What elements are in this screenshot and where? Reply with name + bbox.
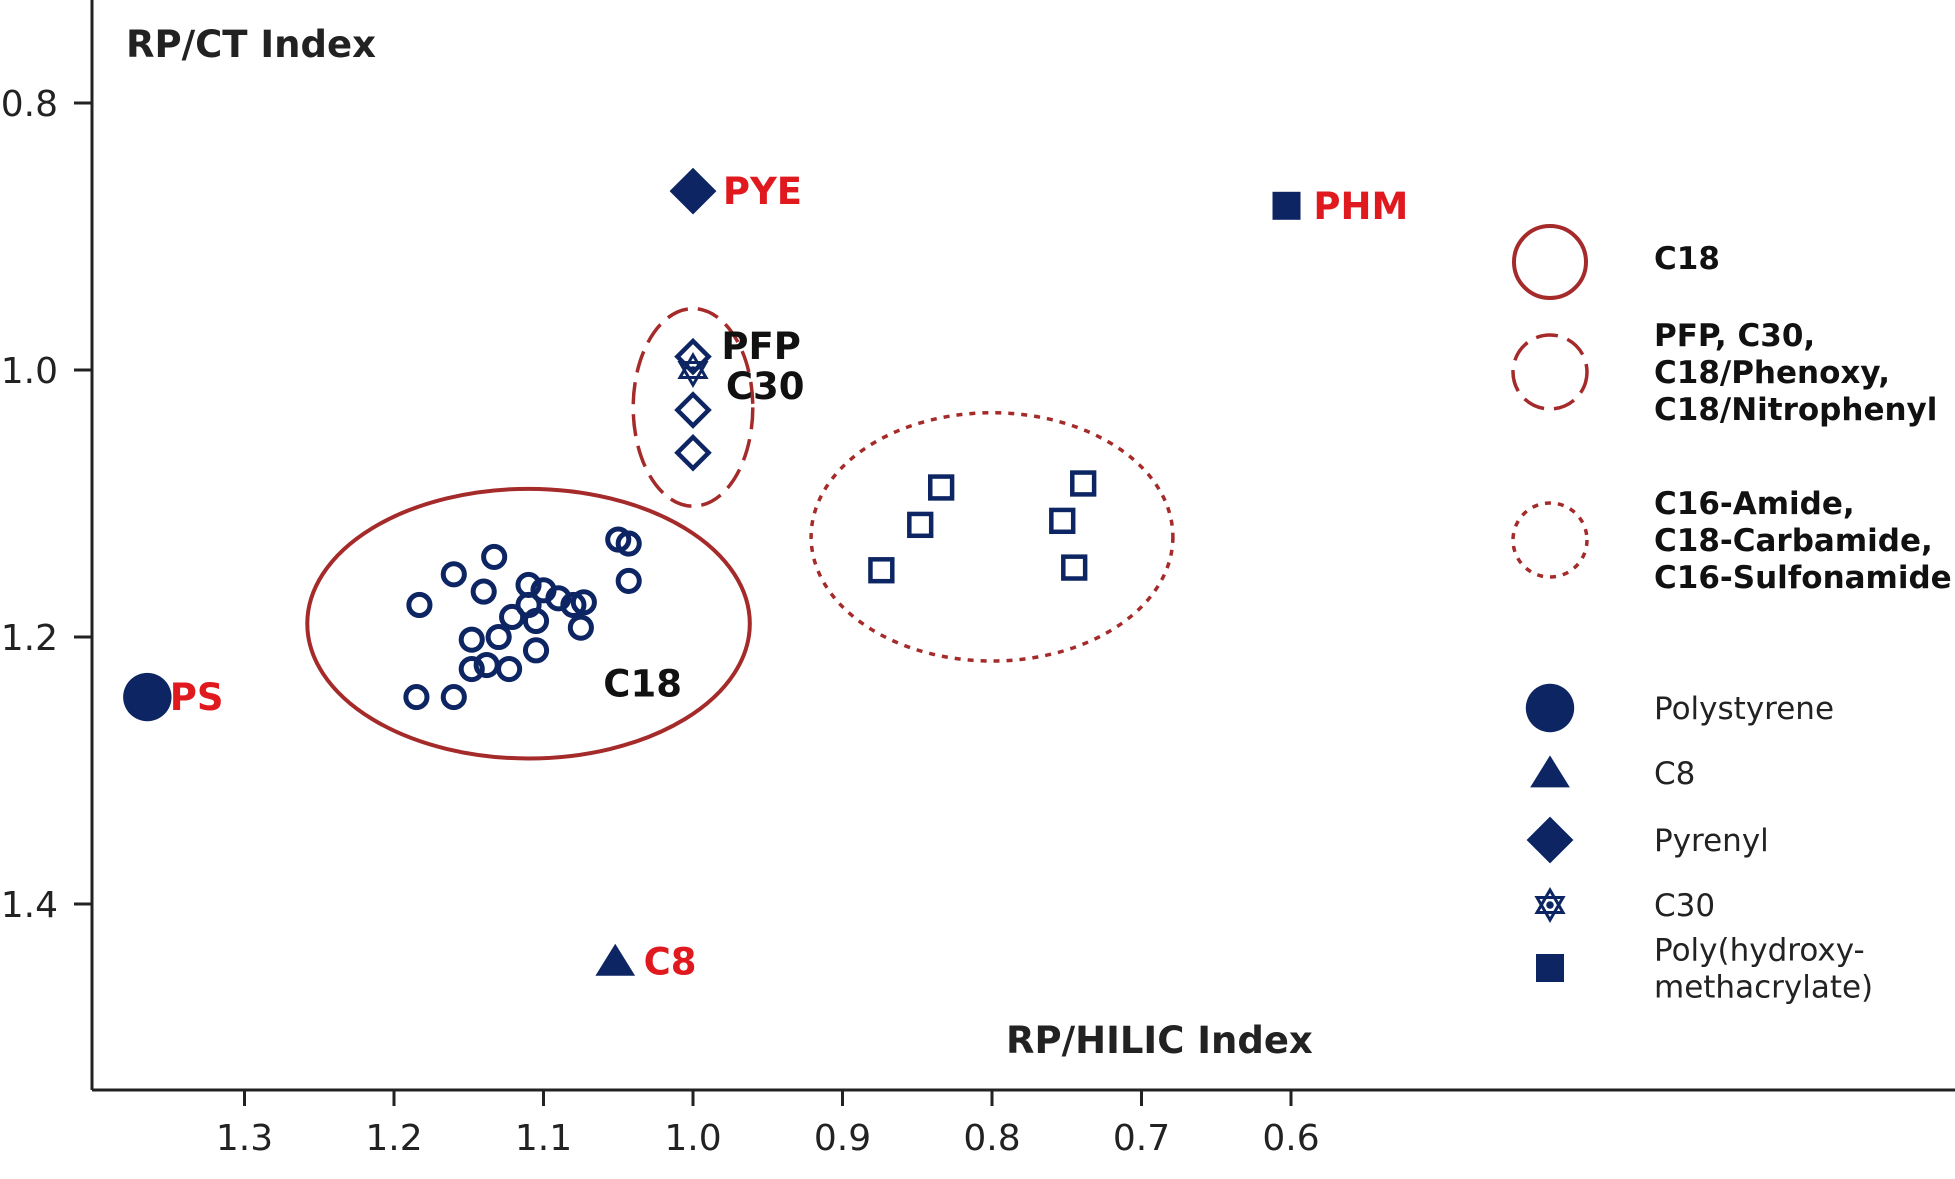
- legend-item-c16-amide-c18-carbamide-c16-sulfonamide: C16-Amide,C18-Carbamide,C16-Sulfonamide: [1511, 486, 1952, 596]
- annotation-ps: PS: [170, 676, 224, 719]
- legend-label: methacrylate): [1654, 970, 1873, 1006]
- data-point: [499, 603, 526, 631]
- data-point: [485, 623, 512, 651]
- data-point: [560, 591, 587, 619]
- data-point: [674, 337, 712, 376]
- annotation-phm: PHM: [1313, 185, 1408, 228]
- legend-label: C18/Nitrophenyl: [1654, 392, 1937, 428]
- data-point: [440, 561, 467, 588]
- data-point: [907, 511, 934, 539]
- data-point: [868, 557, 895, 584]
- x-tick-label: 0.6: [1262, 1118, 1319, 1159]
- data-point: [570, 589, 597, 616]
- data-point: [1272, 191, 1301, 220]
- legend-item-poly-hydroxy-methacrylate: Poly(hydroxy-methacrylate): [1536, 933, 1873, 1006]
- annotation-c18: C18: [603, 663, 682, 706]
- legend-item-c30: C30: [1534, 886, 1715, 924]
- legend-label: C18/Phenoxy,: [1654, 355, 1890, 391]
- series-pfp-c30-c18-phenoxy-c18-nitrophenyl: [674, 337, 712, 472]
- data-point: [458, 655, 485, 683]
- data-point: [674, 433, 712, 472]
- data-point: [406, 591, 433, 619]
- data-point: [615, 567, 642, 594]
- legend-symbol: [1536, 954, 1564, 982]
- series-c8: [595, 943, 636, 976]
- data-point: [669, 167, 717, 215]
- data-point: [496, 655, 523, 683]
- region-c16-amide-c18-carbamide-c16-sulfonamide: [809, 410, 1175, 663]
- series-polystyrene: [123, 672, 172, 722]
- legend-symbol: [1511, 333, 1589, 411]
- x-tick-label: 0.8: [963, 1118, 1020, 1159]
- data-point: [403, 684, 430, 711]
- legend-symbol: [1526, 816, 1574, 864]
- data-point: [595, 943, 636, 976]
- legend-label: Pyrenyl: [1654, 823, 1769, 859]
- legend-item-c8: C8: [1530, 755, 1695, 792]
- x-tick-label: 1.2: [365, 1118, 422, 1159]
- data-point: [1061, 554, 1088, 581]
- legend-symbol: [1511, 501, 1589, 579]
- legend-label: C16-Sulfonamide: [1654, 560, 1952, 596]
- x-tick-label: 1.1: [515, 1118, 572, 1159]
- y-tick-label: 1.2: [1, 618, 58, 659]
- legend-symbol: [1525, 683, 1575, 733]
- region-c18: [305, 486, 752, 761]
- series-c16-amide-c18-carbamide-c16-sulfonamide: [868, 470, 1097, 584]
- data-point: [481, 543, 508, 570]
- y-tick-label: 0.8: [1, 84, 58, 125]
- legend-symbol: [1534, 886, 1566, 924]
- legend-label: C30: [1654, 888, 1715, 924]
- annotation-c30: C30: [726, 365, 805, 408]
- legend-label: Polystyrene: [1654, 691, 1834, 727]
- data-point: [458, 626, 485, 653]
- legend-item-pyrenyl: Pyrenyl: [1526, 816, 1769, 864]
- legend-label: PFP, C30,: [1654, 318, 1815, 354]
- data-point: [674, 391, 712, 429]
- data-point: [1070, 470, 1097, 497]
- legend-label: Poly(hydroxy-: [1654, 933, 1865, 969]
- data-point: [470, 578, 497, 605]
- data-point: [522, 637, 550, 664]
- data-point: [440, 684, 467, 711]
- data-point: [567, 614, 594, 641]
- data-point: [522, 607, 550, 635]
- x-tick-label: 0.9: [814, 1118, 871, 1159]
- data-point: [928, 474, 955, 501]
- x-axis-title: RP/HILIC Index: [1006, 1019, 1313, 1062]
- series-poly-hydroxy-methacrylate: [1272, 191, 1301, 220]
- data-point: [1049, 507, 1076, 535]
- data-point: [123, 672, 172, 722]
- series-c18: [403, 526, 642, 711]
- annotation-pfp: PFP: [721, 325, 801, 368]
- x-tick-label: 1.0: [664, 1118, 721, 1159]
- x-tick-label: 0.7: [1113, 1118, 1170, 1159]
- data-point: [615, 530, 642, 557]
- region-pfp-c30-c18-phenoxy-c18-nitrophenyl: [631, 306, 755, 508]
- annotation-c8: C8: [644, 940, 697, 983]
- data-point: [545, 585, 572, 612]
- legend-label: C18: [1654, 241, 1720, 277]
- data-points: [123, 167, 1301, 976]
- legend-label: C8: [1654, 756, 1695, 792]
- legend-symbol: [1512, 224, 1588, 300]
- legend-symbol: [1530, 755, 1570, 788]
- legend-item-pfp-c30-c18-phenoxy-c18-nitrophenyl: PFP, C30,C18/Phenoxy,C18/Nitrophenyl: [1511, 318, 1937, 428]
- annotation-pye: PYE: [723, 170, 802, 213]
- legend-item-polystyrene: Polystyrene: [1525, 683, 1834, 733]
- region-ellipses: [305, 306, 1175, 761]
- y-axis-title: RP/CT Index: [126, 23, 376, 66]
- x-tick-label: 1.3: [216, 1118, 273, 1159]
- legend-label: C16-Amide,: [1654, 486, 1855, 522]
- legend-item-c18: C18: [1512, 224, 1720, 300]
- y-tick-label: 1.0: [1, 351, 58, 392]
- legend-label: C18-Carbamide,: [1654, 523, 1933, 559]
- y-tick-label: 1.4: [1, 885, 58, 926]
- series-pyrenyl: [669, 167, 717, 215]
